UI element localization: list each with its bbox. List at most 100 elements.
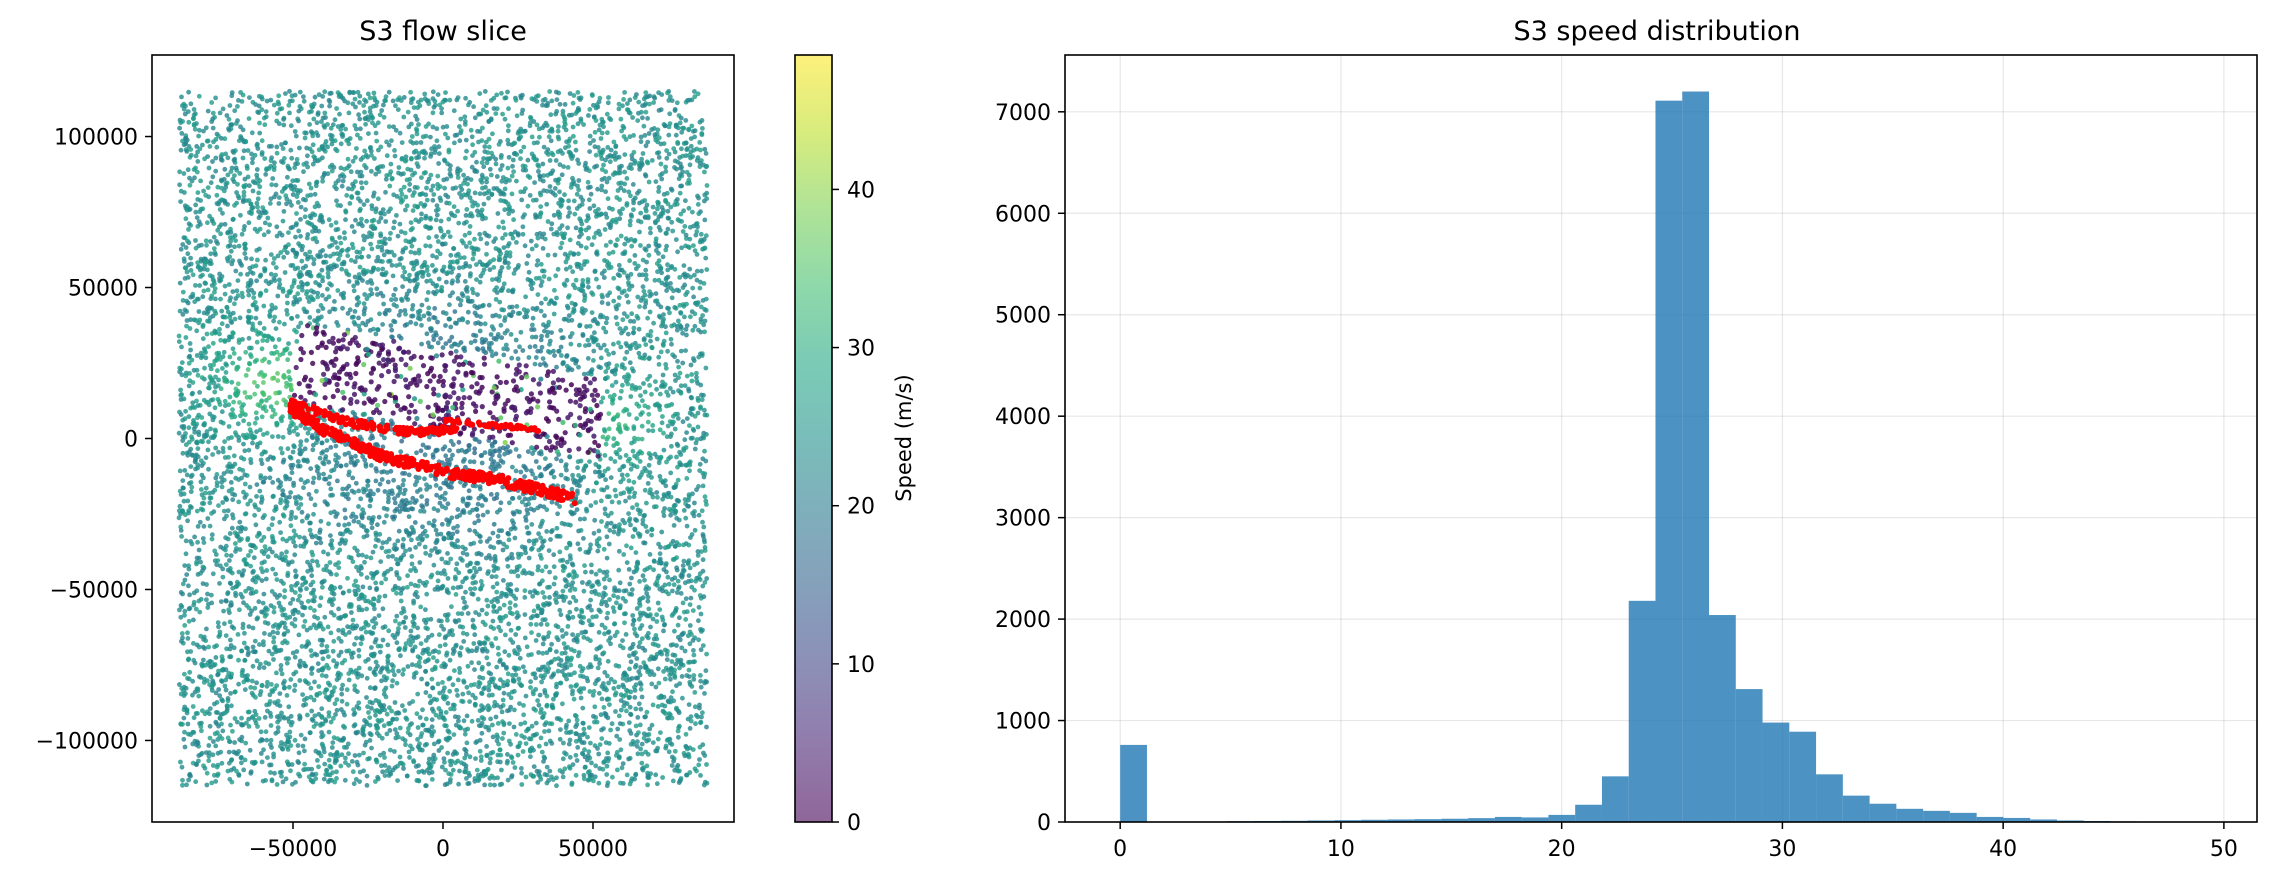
scatter-point [415,583,421,589]
scatter-point [634,743,640,749]
scatter-point [606,95,611,100]
scatter-point [257,130,263,136]
scatter-point [494,491,500,497]
scatter-point [322,614,328,620]
scatter-point [332,701,338,707]
scatter-point [633,706,639,712]
scatter-point [429,676,435,682]
scatter-point [178,614,184,620]
scatter-point [646,131,652,136]
scatter-point [632,253,638,258]
scatter-point [417,578,422,584]
scatter-point [367,715,373,720]
scatter-point [232,414,238,420]
scatter-point [355,169,360,175]
scatter-point [638,210,644,216]
scatter-point [403,194,409,200]
scatter-point [536,702,542,708]
scatter-point [319,714,324,719]
scatter-point [526,530,532,536]
scatter-point [687,770,693,775]
scatter-point [683,243,689,249]
scatter-point [320,584,325,590]
scatter-point [702,580,708,585]
scatter-point [371,95,377,101]
scatter-point [537,134,542,140]
scatter-point [561,564,566,570]
scatter-point [292,688,297,693]
scatter-point [326,521,331,527]
scatter-point [333,227,339,233]
scatter-point [430,89,436,95]
scatter-point [357,264,363,270]
scatter-point [223,598,229,603]
scatter-point [305,232,311,237]
scatter-point [416,763,421,768]
scatter-point [176,430,182,436]
scatter-point [603,441,609,447]
scatter-point [519,197,525,203]
scatter-point [280,434,286,440]
scatter-point [645,332,651,338]
scatter-point [244,473,250,478]
scatter-point [328,610,334,615]
scatter-point [505,777,511,783]
scatter-point [650,204,656,210]
scatter-point [435,532,440,537]
scatter-point [674,567,680,573]
scatter-point [295,200,301,205]
scatter-point [255,257,260,263]
scatter-point [392,153,398,159]
scatter-point [521,144,527,150]
scatter-point [490,452,495,458]
scatter-point [405,573,410,579]
scatter-point [375,254,381,260]
scatter-point [338,141,344,147]
scatter-point [540,98,546,103]
scatter-point [259,346,265,352]
scatter-point [568,341,574,347]
scatter-point [317,530,323,535]
scatter-point [404,203,410,209]
scatter-point [192,299,198,305]
scatter-point [450,259,456,265]
scatter-point [510,555,515,561]
scatter-point [687,641,693,647]
scatter-point [507,250,513,256]
scatter-point [666,306,671,311]
scatter-point [273,730,279,736]
scatter-point [458,645,464,651]
scatter-point [439,623,444,629]
scatter-point [618,491,624,497]
scatter-point [696,637,701,643]
scatter-point [246,421,252,427]
scatter-point [637,459,643,464]
scatter-point [398,653,403,659]
scatter-point [479,503,485,508]
scatter-point [593,118,599,123]
scatter-point [632,626,637,632]
scatter-point [560,701,565,707]
scatter-point [225,590,231,595]
scatter-point [590,692,596,698]
scatter-point [474,645,480,651]
scatter-point [242,757,248,763]
scatter-point [430,183,436,189]
scatter-point [390,678,395,684]
scatter-point [395,778,400,783]
scatter-point [204,242,209,248]
scatter-point [302,135,308,141]
scatter-point [704,502,709,507]
scatter-point [382,688,387,693]
scatter-point [621,408,627,414]
scatter-point [603,211,609,217]
scatter-point [431,506,437,512]
scatter-point [243,373,249,378]
scatter-point [238,271,244,277]
scatter-point [494,174,500,179]
scatter-point [300,287,305,293]
scatter-point [373,171,379,177]
scatter-point [275,725,281,730]
scatter-point [533,622,539,627]
scatter-point [298,204,304,210]
